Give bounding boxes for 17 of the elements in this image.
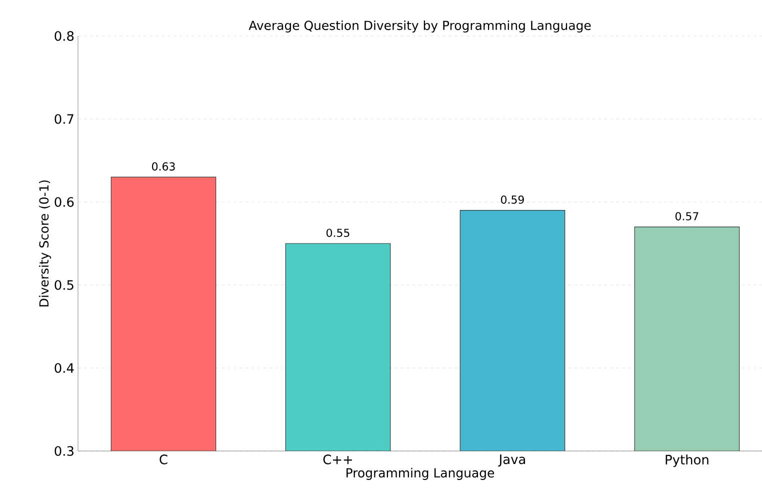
y-tick-label: 0.6 (54, 197, 74, 207)
x-tick-label: C++ (323, 454, 352, 464)
chart-title: Average Question Diversity by Programming Language (248, 20, 591, 33)
x-tick-label: Python (666, 454, 708, 468)
x-axis-title: Programming Language (346, 468, 494, 480)
y-tick-label: 0.8 (54, 31, 74, 41)
data-label: 0.59 (501, 196, 524, 204)
y-tick-label: 0.4 (54, 363, 74, 373)
y-axis-title: Diversity Score (0-1) (38, 180, 52, 306)
y-tick-label: 0.3 (54, 446, 74, 456)
x-tick-label: Java (498, 454, 525, 467)
y-tick-label: 0.7 (54, 114, 74, 124)
data-label: 0.55 (326, 228, 350, 237)
data-label: 0.57 (675, 212, 698, 220)
data-label: 0.63 (152, 162, 175, 171)
y-tick-label: 0.5 (54, 280, 74, 290)
x-tick-label: C (160, 454, 168, 464)
